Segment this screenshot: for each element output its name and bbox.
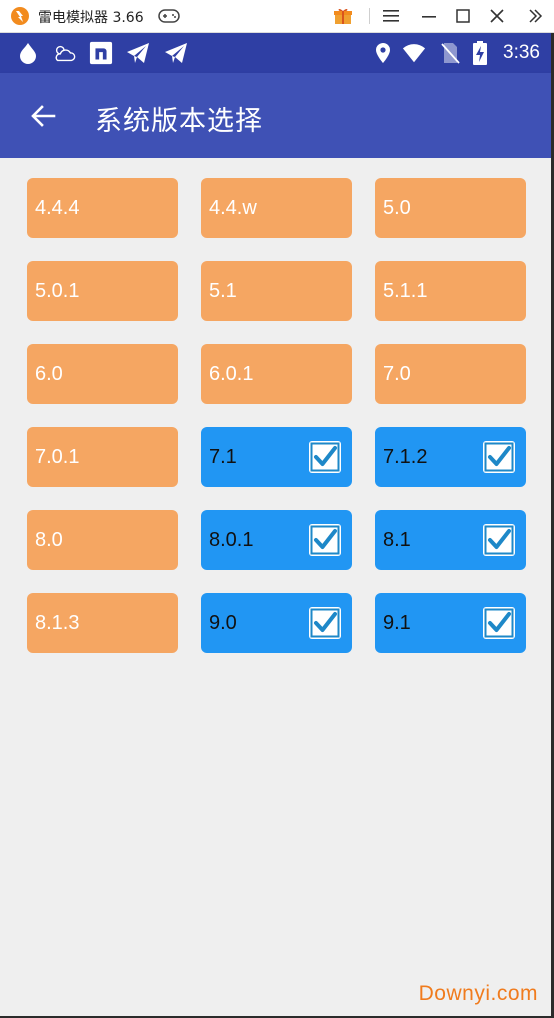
version-label: 8.0 xyxy=(35,528,63,551)
watermark-text: Downyi.com xyxy=(418,982,538,1005)
telegram-icon xyxy=(126,41,150,65)
window-right-edge xyxy=(551,33,554,1018)
version-button-7-1-2[interactable]: 7.1.2 xyxy=(375,427,526,487)
version-label: 7.0 xyxy=(383,362,411,385)
version-button-4-4-w[interactable]: 4.4.w xyxy=(201,178,352,238)
version-label: 7.1 xyxy=(209,445,237,468)
location-icon xyxy=(371,41,395,65)
version-label: 6.0 xyxy=(35,362,63,385)
version-button-5-0-1[interactable]: 5.0.1 xyxy=(27,261,178,321)
checkbox-checked-icon[interactable] xyxy=(482,523,516,557)
gift-icon xyxy=(334,8,352,24)
status-time: 3:36 xyxy=(503,42,540,63)
app-drop-icon xyxy=(16,41,40,65)
arrow-back-icon xyxy=(31,105,56,127)
version-button-7-0[interactable]: 7.0 xyxy=(375,344,526,404)
version-button-8-0[interactable]: 8.0 xyxy=(27,510,178,570)
version-button-5-0[interactable]: 5.0 xyxy=(375,178,526,238)
app-toolbar: 系统版本选择 xyxy=(0,73,554,158)
android-status-bar: 3:36 xyxy=(0,33,554,73)
version-label: 4.4.w xyxy=(209,196,257,219)
version-button-5-1-1[interactable]: 5.1.1 xyxy=(375,261,526,321)
close-icon xyxy=(490,9,504,23)
close-button[interactable] xyxy=(484,4,510,28)
battery-charging-icon xyxy=(468,41,492,65)
window-bottom-edge xyxy=(0,1016,554,1018)
menu-button[interactable] xyxy=(378,4,404,28)
back-button[interactable] xyxy=(24,97,62,135)
gamepad-icon[interactable] xyxy=(158,8,180,24)
emulator-title: 雷电模拟器 3.66 xyxy=(38,10,144,26)
version-button-6-0-1[interactable]: 6.0.1 xyxy=(201,344,352,404)
version-button-9-0[interactable]: 9.0 xyxy=(201,593,352,653)
weather-icon xyxy=(52,41,76,65)
hamburger-menu-icon xyxy=(383,10,399,22)
page-title: 系统版本选择 xyxy=(95,106,263,137)
version-button-5-1[interactable]: 5.1 xyxy=(201,261,352,321)
version-label: 7.0.1 xyxy=(35,445,80,468)
no-sim-icon xyxy=(438,41,462,65)
checkbox-checked-icon[interactable] xyxy=(482,440,516,474)
ldplayer-logo-icon xyxy=(11,7,29,25)
emulator-title-bar: 雷电模拟器 3.66 xyxy=(0,0,554,33)
version-label: 5.0 xyxy=(383,196,411,219)
version-label: 5.1.1 xyxy=(383,279,428,302)
version-button-8-1[interactable]: 8.1 xyxy=(375,510,526,570)
version-button-9-1[interactable]: 9.1 xyxy=(375,593,526,653)
double-chevron-right-icon xyxy=(529,9,543,23)
version-button-8-0-1[interactable]: 8.0.1 xyxy=(201,510,352,570)
maximize-button[interactable] xyxy=(450,4,476,28)
version-grid: 4.4.4 4.4.w 5.0 5.0.1 5.1 5.1.1 6.0 6.0.1 7.0 7.0… xyxy=(27,178,526,653)
checkbox-checked-icon[interactable] xyxy=(308,523,342,557)
version-list-screen: 4.4.4 4.4.w 5.0 5.0.1 5.1 5.1.1 6.0 6.0.1 7.0 7.0… xyxy=(0,158,554,1018)
version-button-6-0[interactable]: 6.0 xyxy=(27,344,178,404)
version-label: 8.1 xyxy=(383,528,411,551)
version-button-4-4-4[interactable]: 4.4.4 xyxy=(27,178,178,238)
version-button-7-1[interactable]: 7.1 xyxy=(201,427,352,487)
version-button-7-0-1[interactable]: 7.0.1 xyxy=(27,427,178,487)
version-label: 9.0 xyxy=(209,611,237,634)
version-label: 5.0.1 xyxy=(35,279,80,302)
version-label: 8.0.1 xyxy=(209,528,254,551)
checkbox-checked-icon[interactable] xyxy=(308,440,342,474)
wifi-icon xyxy=(402,41,426,65)
checkbox-checked-icon[interactable] xyxy=(482,606,516,640)
version-label: 9.1 xyxy=(383,611,411,634)
minimize-icon xyxy=(422,16,436,18)
version-label: 5.1 xyxy=(209,279,237,302)
version-label: 6.0.1 xyxy=(209,362,254,385)
version-button-8-1-3[interactable]: 8.1.3 xyxy=(27,593,178,653)
telegram-icon xyxy=(164,41,188,65)
expand-sidebar-button[interactable] xyxy=(522,4,548,28)
gift-button[interactable] xyxy=(330,4,356,28)
minimize-button[interactable] xyxy=(416,4,442,28)
version-label: 4.4.4 xyxy=(35,196,80,219)
n-app-icon xyxy=(89,41,113,65)
checkbox-checked-icon[interactable] xyxy=(308,606,342,640)
title-bar-divider xyxy=(369,8,370,24)
version-label: 7.1.2 xyxy=(383,445,428,468)
maximize-icon xyxy=(456,9,470,23)
version-label: 8.1.3 xyxy=(35,611,80,634)
